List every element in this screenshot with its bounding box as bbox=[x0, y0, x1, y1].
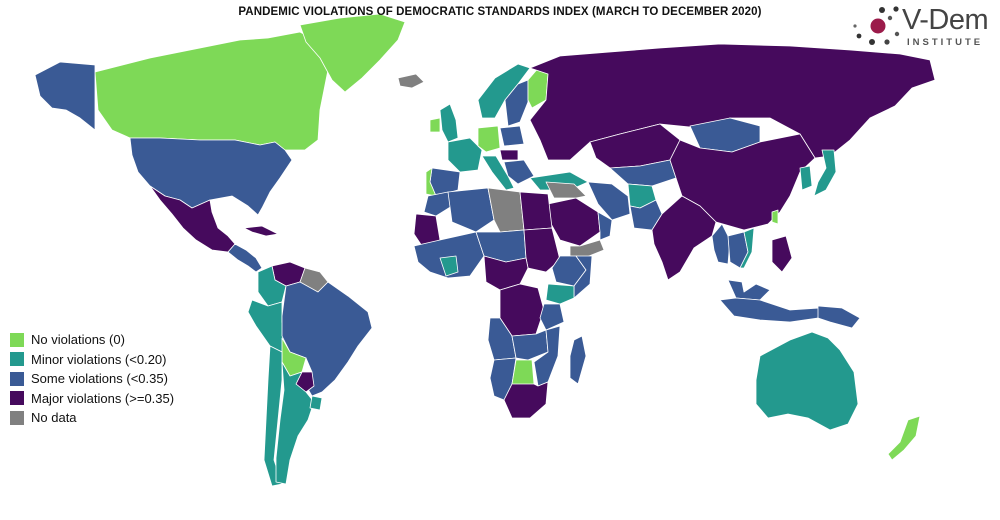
country-central-america bbox=[227, 243, 263, 273]
country-colombia bbox=[257, 265, 287, 307]
country-australia bbox=[755, 331, 859, 431]
country-portugal bbox=[425, 167, 437, 197]
country-malaysia bbox=[727, 279, 771, 301]
legend-swatch bbox=[10, 332, 24, 347]
legend-swatch bbox=[10, 410, 24, 425]
country-ireland bbox=[429, 117, 441, 133]
country-chile bbox=[263, 345, 283, 487]
country-mexico bbox=[149, 185, 236, 253]
country-india bbox=[651, 195, 717, 281]
country-west-africa bbox=[413, 231, 485, 279]
country-canada bbox=[94, 31, 331, 151]
country-morocco bbox=[423, 191, 453, 217]
country-uk bbox=[439, 103, 459, 143]
legend-label: No data bbox=[31, 410, 77, 426]
country-korea bbox=[799, 165, 813, 191]
country-cameroon-car bbox=[483, 255, 529, 291]
v-dem-dots-icon bbox=[853, 6, 900, 45]
country-poland bbox=[499, 125, 525, 147]
country-syria-iraq bbox=[545, 181, 587, 199]
country-papua bbox=[817, 305, 861, 329]
legend-label: Some violations (<0.35) bbox=[31, 371, 168, 387]
country-egypt bbox=[519, 191, 553, 231]
v-dem-logo: V-Dem INSTITUTE bbox=[850, 4, 1000, 52]
country-madagascar bbox=[569, 335, 587, 385]
country-usa bbox=[129, 137, 293, 216]
country-oman bbox=[597, 211, 613, 241]
country-balkans bbox=[503, 159, 535, 185]
map-title: PANDEMIC VIOLATIONS OF DEMOCRATIC STANDA… bbox=[238, 6, 762, 18]
legend-item-no-data: No data bbox=[10, 408, 174, 428]
country-alaska bbox=[34, 61, 96, 131]
country-algeria bbox=[447, 187, 495, 233]
country-uruguay bbox=[309, 395, 323, 411]
legend-label: No violations (0) bbox=[31, 332, 125, 348]
country-iran bbox=[587, 181, 631, 221]
logo-wordmark: V-Dem bbox=[902, 4, 989, 36]
legend-item-some-violations: Some violations (<0.35) bbox=[10, 369, 174, 389]
country-taiwan bbox=[771, 209, 779, 225]
legend-item-no-violations: No violations (0) bbox=[10, 330, 174, 350]
legend-item-minor-violations: Minor violations (<0.20) bbox=[10, 350, 174, 370]
country-argentina bbox=[275, 361, 315, 485]
legend-item-major-violations: Major violations (>=0.35) bbox=[10, 389, 174, 409]
legend-swatch bbox=[10, 352, 24, 367]
legend-label: Major violations (>=0.35) bbox=[31, 390, 175, 406]
country-indonesia bbox=[719, 297, 821, 323]
country-sweden bbox=[504, 79, 529, 127]
country-south-africa bbox=[503, 381, 549, 419]
country-hungary bbox=[499, 149, 519, 161]
country-japan bbox=[813, 149, 837, 197]
legend-swatch bbox=[10, 391, 24, 406]
country-cuba bbox=[243, 225, 279, 237]
logo-subtitle: INSTITUTE bbox=[907, 37, 984, 48]
country-germany bbox=[477, 125, 501, 153]
country-philippines bbox=[771, 235, 793, 273]
country-saudi-arabia bbox=[547, 197, 601, 247]
country-layer bbox=[34, 13, 936, 487]
country-italy bbox=[481, 155, 515, 191]
country-ghana bbox=[439, 255, 459, 277]
country-myanmar bbox=[711, 223, 731, 265]
country-kenya bbox=[545, 283, 575, 305]
legend-swatch bbox=[10, 371, 24, 386]
country-libya bbox=[487, 187, 525, 233]
legend-label: Minor violations (<0.20) bbox=[31, 351, 167, 367]
country-iceland bbox=[397, 73, 425, 89]
country-tanzania bbox=[539, 303, 565, 331]
country-france bbox=[447, 137, 483, 173]
country-vietnam bbox=[739, 227, 755, 269]
country-greenland bbox=[299, 13, 406, 93]
map-legend: No violations (0) Minor violations (<0.2… bbox=[10, 330, 174, 428]
country-new-zealand bbox=[887, 415, 921, 461]
